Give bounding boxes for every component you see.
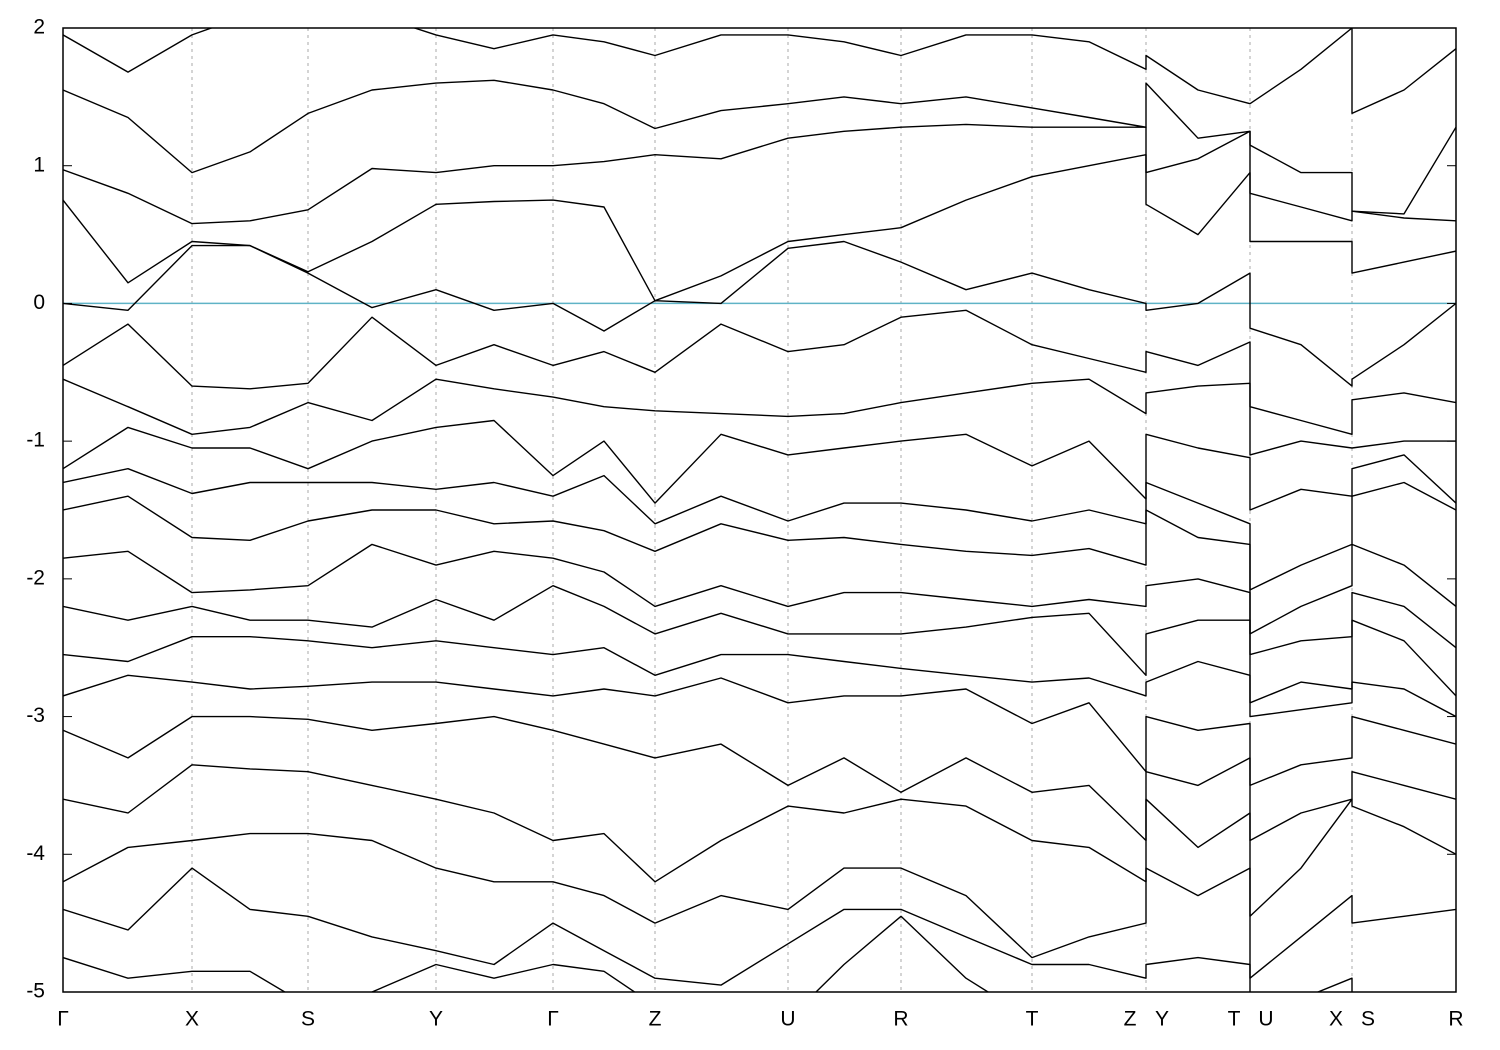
band-line [63, 154, 1456, 302]
y-tick-label: 1 [33, 153, 45, 176]
x-tick-label: U [780, 1008, 795, 1031]
x-tick-label: S [301, 1008, 315, 1031]
y-tick-label: -4 [26, 842, 45, 865]
band-line [63, 715, 1456, 842]
x-tick-label: R [893, 1008, 908, 1031]
band-line [63, 468, 1456, 591]
x-tick-label: T [1228, 1008, 1241, 1031]
x-tick-label: X [185, 1008, 199, 1031]
band-line [63, 79, 1456, 215]
band-line [63, 636, 1456, 718]
band-line [63, 28, 1456, 115]
y-tick-label: 2 [33, 16, 45, 39]
y-tick-label: -5 [26, 980, 45, 1003]
band-line [63, 123, 1456, 225]
x-tick-label: Z [649, 1008, 662, 1031]
band-line [63, 419, 1456, 511]
band-line [63, 585, 1456, 704]
x-tick-label: Z [1124, 1008, 1137, 1031]
band-line [63, 495, 1456, 635]
band-line [63, 378, 1456, 456]
band-line [63, 543, 1456, 656]
x-tick-label: U [1258, 1008, 1273, 1031]
band-line [63, 309, 1456, 435]
band-line [63, 867, 1353, 992]
band-line [63, 832, 1456, 979]
y-tick-label: -1 [26, 429, 45, 452]
x-tick-label: Y [1155, 1008, 1169, 1031]
x-tick-label: X [1329, 1008, 1343, 1031]
band-line [63, 240, 1456, 387]
x-tick-label: S [1361, 1008, 1375, 1031]
x-tick-label: Γ [547, 1008, 559, 1031]
x-tick-label: Γ [57, 1008, 69, 1031]
x-tick-label: Y [429, 1008, 443, 1031]
y-tick-label: -3 [26, 704, 45, 727]
bands-layer [63, 28, 1456, 992]
band-line [63, 674, 1456, 787]
y-tick-label: 0 [33, 291, 45, 314]
y-tick-label: -2 [26, 566, 45, 589]
x-tick-label: R [1448, 1008, 1463, 1031]
x-tick-label: T [1026, 1008, 1039, 1031]
band-line [63, 764, 1456, 917]
plot-frame [62, 27, 1457, 993]
